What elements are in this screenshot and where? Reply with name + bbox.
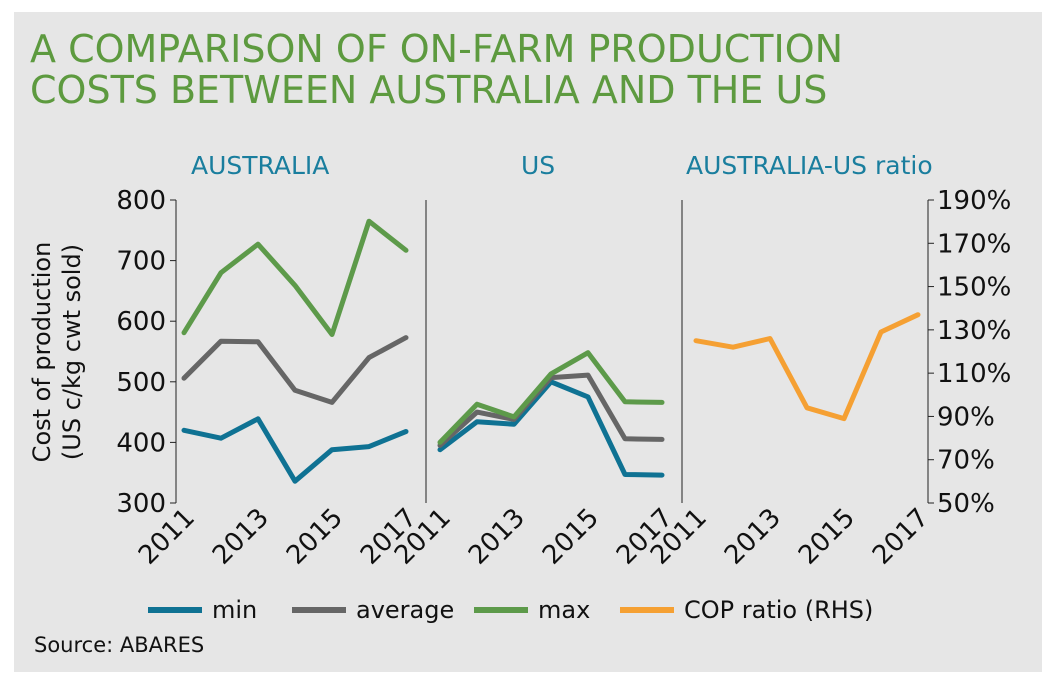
- x-tick-label: 2015: [281, 503, 349, 571]
- y2-tick-label: 150%: [937, 273, 1011, 303]
- panel-title-2: AUSTRALIA-US ratio: [686, 151, 933, 180]
- series-line-max-panel-0: [181, 218, 409, 337]
- y-tick-label: 800: [116, 186, 166, 216]
- panel-title-1: US: [521, 151, 555, 180]
- x-tick-label: 2015: [793, 503, 861, 571]
- y-axis-title-line-2: (US c/kg cwt sold): [58, 244, 86, 460]
- x-tick-label: 2013: [719, 503, 787, 571]
- y2-tick-label: 170%: [937, 229, 1011, 259]
- y-tick-label: 700: [116, 247, 166, 277]
- y-axis-title-line-1: Cost of production: [28, 242, 56, 463]
- x-tick-label: 2013: [463, 503, 531, 571]
- chart-title-line-2: COSTS BETWEEN AUSTRALIA AND THE US: [30, 68, 827, 112]
- chart-canvas: A COMPARISON OF ON-FARM PRODUCTIONCOSTS …: [28, 27, 1011, 657]
- x-tick-label: 2017: [867, 503, 935, 571]
- x-tick-label: 2013: [207, 503, 275, 571]
- legend-label-ratio: COP ratio (RHS): [684, 596, 873, 624]
- legend-label-max: max: [538, 596, 590, 624]
- series-line-min-panel-0: [181, 416, 409, 484]
- y-axis-title: Cost of production(US c/kg cwt sold): [28, 242, 86, 463]
- y2-tick-label: 50%: [937, 489, 995, 519]
- series-line-min-panel-1: [437, 379, 665, 478]
- y-tick-label: 300: [116, 489, 166, 519]
- y2-tick-label: 70%: [937, 446, 995, 476]
- y-tick-label: 400: [116, 428, 166, 458]
- y2-tick-label: 130%: [937, 316, 1011, 346]
- y2-tick-label: 90%: [937, 402, 995, 432]
- source-note: Source: ABARES: [34, 633, 204, 657]
- chart-title-line-1: A COMPARISON OF ON-FARM PRODUCTION: [30, 27, 843, 71]
- panel-title-0: AUSTRALIA: [191, 151, 329, 180]
- series-line-max-panel-1: [437, 350, 665, 445]
- legend-label-average: average: [356, 596, 454, 624]
- legend-label-min: min: [212, 596, 257, 624]
- y-tick-label: 500: [116, 368, 166, 398]
- y-tick-label: 600: [116, 307, 166, 337]
- y2-tick-label: 190%: [937, 186, 1011, 216]
- x-tick-label: 2015: [537, 503, 605, 571]
- series-line-ratio-panel-2: [693, 312, 921, 422]
- y2-tick-label: 110%: [937, 359, 1011, 389]
- series-line-average-panel-0: [181, 335, 409, 405]
- chart-frame: A COMPARISON OF ON-FARM PRODUCTION COSTS …: [14, 12, 1042, 672]
